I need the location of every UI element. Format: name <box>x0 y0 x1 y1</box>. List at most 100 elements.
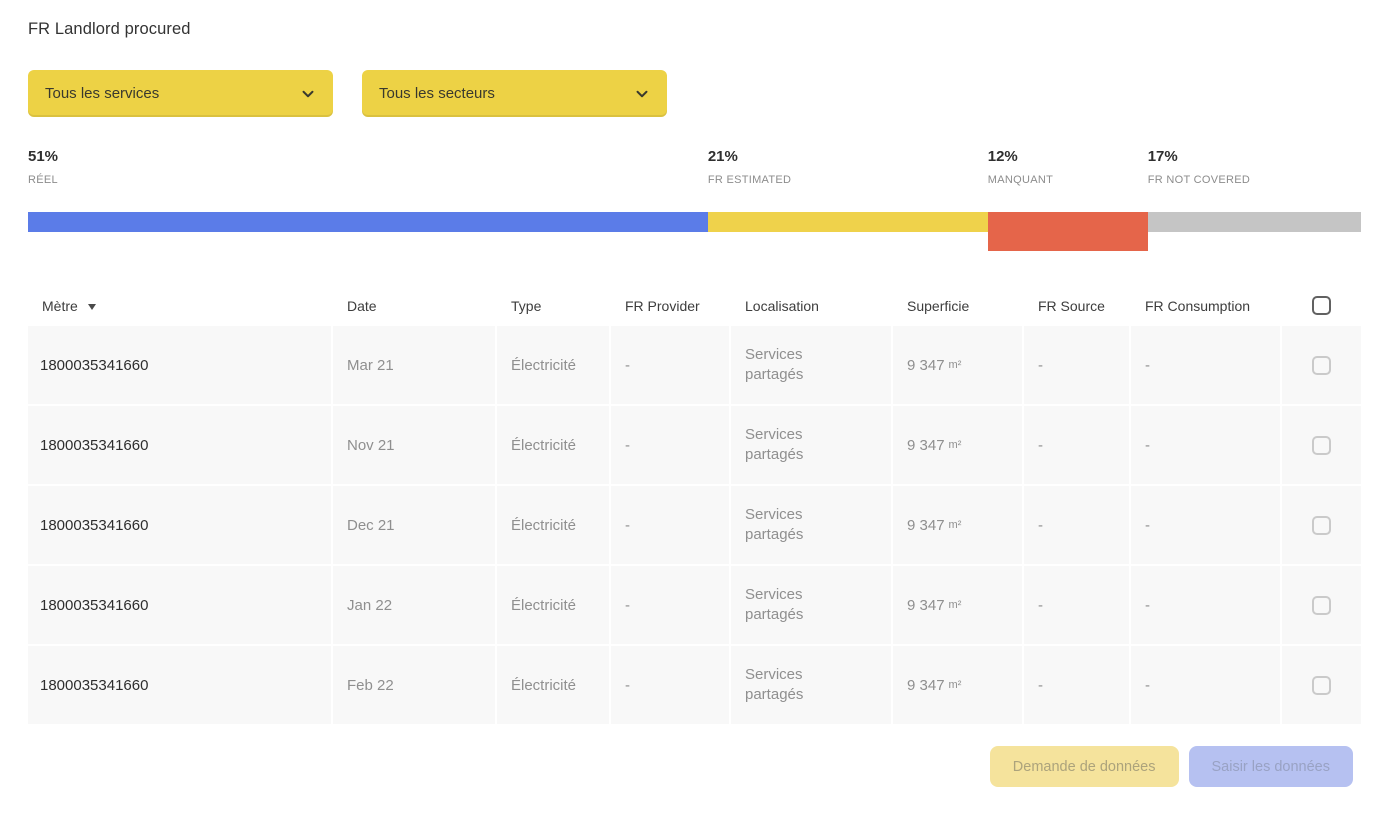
cell-fr-provider: - <box>611 326 731 406</box>
cell-select <box>1282 406 1361 486</box>
cell-superficie: 9 347 m² <box>893 326 1024 406</box>
cell-type: Électricité <box>497 566 611 646</box>
column-header-select <box>1282 285 1361 326</box>
cell-superficie-unit: m² <box>948 519 962 531</box>
stat-fr-estimated: 21% FR ESTIMATED <box>708 148 791 186</box>
stat-manquant: 12% MANQUANT <box>988 148 1053 186</box>
cell-superficie: 9 347 m² <box>893 406 1024 486</box>
coverage-distribution-bar <box>28 212 1361 251</box>
cell-fr-source: - <box>1024 406 1131 486</box>
coverage-stats: 51% RÉEL 21% FR ESTIMATED 12% MANQUANT 1… <box>28 148 1361 258</box>
cell-fr-provider: - <box>611 646 731 726</box>
cell-date: Feb 22 <box>333 646 497 726</box>
page-title: FR Landlord procured <box>28 20 191 38</box>
cell-localisation-text: Services partagés <box>745 666 804 703</box>
column-header-fr-provider: FR Provider <box>611 285 731 326</box>
row-checkbox[interactable] <box>1312 515 1331 535</box>
stat-fr-not-covered-label: FR NOT COVERED <box>1147 174 1251 186</box>
column-header-localisation-label: Localisation <box>745 297 819 314</box>
cell-superficie: 9 347 m² <box>893 566 1024 646</box>
request-data-button[interactable]: Demande de données <box>989 746 1179 787</box>
column-header-type: Type <box>497 285 611 326</box>
column-header-fr-source: FR Source <box>1024 285 1131 326</box>
cell-select <box>1282 486 1361 566</box>
stat-fr-estimated-value: 21% <box>707 148 738 165</box>
stat-fr-not-covered: 17% FR NOT COVERED <box>1148 148 1250 186</box>
column-header-type-label: Type <box>511 297 542 314</box>
enter-data-button[interactable]: Saisir les données <box>1188 746 1353 787</box>
cell-superficie-unit: m² <box>948 359 962 371</box>
column-header-fr-consumption: FR Consumption <box>1131 285 1282 326</box>
filters-bar: Tous les services Tous les secteurs <box>28 70 667 117</box>
cell-fr-consumption: - <box>1131 406 1282 486</box>
chevron-down-icon <box>299 85 317 103</box>
services-filter-label: Tous les services <box>45 85 160 102</box>
row-checkbox[interactable] <box>1312 595 1331 615</box>
sectors-filter-label: Tous les secteurs <box>379 85 495 102</box>
select-all-checkbox[interactable] <box>1312 296 1331 315</box>
cell-fr-source: - <box>1024 566 1131 646</box>
cell-meter: 1800035341660 <box>28 566 333 646</box>
cell-fr-consumption: - <box>1131 326 1282 406</box>
column-header-fr-provider-label: FR Provider <box>625 297 700 314</box>
column-header-fr-consumption-label: FR Consumption <box>1145 297 1251 314</box>
stat-manquant-value: 12% <box>987 148 1018 165</box>
row-checkbox[interactable] <box>1312 675 1331 695</box>
cell-fr-source: - <box>1024 486 1131 566</box>
cell-localisation: Services partagés <box>731 486 893 566</box>
cell-localisation-text: Services partagés <box>745 506 804 543</box>
sectors-filter-dropdown[interactable]: Tous les secteurs <box>362 70 667 117</box>
column-header-fr-source-label: FR Source <box>1038 297 1105 314</box>
cell-localisation: Services partagés <box>731 406 893 486</box>
chevron-down-icon <box>633 85 651 103</box>
bar-segment-reel <box>28 212 708 232</box>
stat-reel-label: RÉEL <box>28 174 58 186</box>
row-checkbox[interactable] <box>1312 355 1331 375</box>
cell-fr-consumption: - <box>1131 646 1282 726</box>
cell-localisation-text: Services partagés <box>745 346 804 383</box>
cell-fr-consumption: - <box>1131 566 1282 646</box>
column-header-superficie: Superficie <box>893 285 1024 326</box>
cell-select <box>1282 566 1361 646</box>
cell-type: Électricité <box>497 406 611 486</box>
cell-localisation: Services partagés <box>731 646 893 726</box>
bar-segment-fr-estimated <box>707 212 988 232</box>
cell-type: Électricité <box>497 646 611 726</box>
cell-localisation: Services partagés <box>731 326 893 406</box>
cell-superficie-value: 9 347 <box>907 596 945 614</box>
services-filter-dropdown[interactable]: Tous les services <box>28 70 333 117</box>
cell-meter: 1800035341660 <box>28 326 333 406</box>
sort-descending-icon <box>87 303 96 310</box>
bar-segment-fr-not-covered <box>1147 212 1361 232</box>
cell-select <box>1282 646 1361 726</box>
column-header-superficie-label: Superficie <box>907 297 970 314</box>
cell-type: Électricité <box>497 326 611 406</box>
cell-meter: 1800035341660 <box>28 486 333 566</box>
cell-fr-provider: - <box>611 406 731 486</box>
column-header-date: Date <box>333 285 497 326</box>
column-header-meter[interactable]: Mètre <box>28 285 333 326</box>
cell-date: Nov 21 <box>333 406 497 486</box>
cell-superficie-unit: m² <box>948 599 962 611</box>
bar-segment-manquant <box>987 212 1148 251</box>
cell-superficie-value: 9 347 <box>907 516 945 534</box>
row-checkbox[interactable] <box>1312 435 1331 455</box>
cell-superficie-value: 9 347 <box>907 676 945 694</box>
cell-superficie-value: 9 347 <box>907 436 945 454</box>
cell-localisation: Services partagés <box>731 566 893 646</box>
column-header-date-label: Date <box>347 297 377 314</box>
meters-table: Mètre Date Type FR Provider Localisation… <box>28 285 1361 726</box>
cell-date: Dec 21 <box>333 486 497 566</box>
stat-reel-value: 51% <box>28 148 59 165</box>
cell-meter: 1800035341660 <box>28 406 333 486</box>
column-header-localisation: Localisation <box>731 285 893 326</box>
cell-localisation-text: Services partagés <box>745 586 804 623</box>
stat-reel: 51% RÉEL <box>28 148 58 186</box>
cell-date: Jan 22 <box>333 566 497 646</box>
cell-date: Mar 21 <box>333 326 497 406</box>
cell-select <box>1282 326 1361 406</box>
cell-fr-source: - <box>1024 326 1131 406</box>
stat-fr-estimated-label: FR ESTIMATED <box>707 174 792 186</box>
cell-localisation-text: Services partagés <box>745 426 804 463</box>
cell-superficie-unit: m² <box>948 439 962 451</box>
